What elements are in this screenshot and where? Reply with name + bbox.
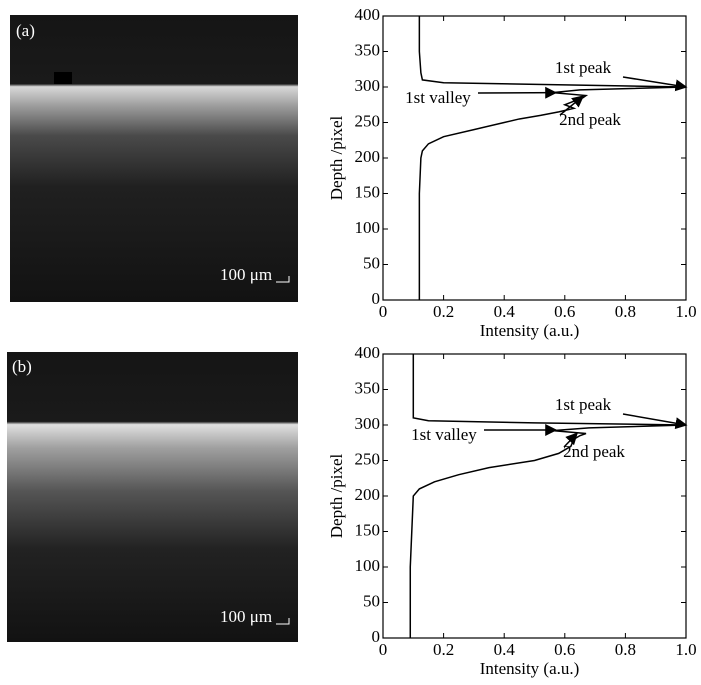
image-b: (b) 100 μm xyxy=(7,352,298,642)
profile-line xyxy=(410,354,686,638)
annotation: 2nd peak xyxy=(559,110,621,129)
y-tick-label: 350 xyxy=(355,378,381,397)
annotation-arrow xyxy=(623,414,686,425)
annotation: 1st peak xyxy=(555,58,612,77)
image-a: (a) 100 μm xyxy=(10,15,298,302)
y-tick-label: 100 xyxy=(355,556,381,575)
x-tick-label: 0.2 xyxy=(433,302,454,321)
y-tick-label: 300 xyxy=(355,414,381,433)
plot-frame xyxy=(383,16,686,300)
x-tick-label: 0 xyxy=(379,302,388,321)
y-tick-label: 400 xyxy=(355,343,381,362)
annotation: 1st peak xyxy=(555,395,612,414)
y-tick-label: 150 xyxy=(355,182,381,201)
x-tick-label: 0.4 xyxy=(494,640,516,659)
panel-label: (a) xyxy=(16,21,35,40)
x-axis-label: Intensity (a.u.) xyxy=(480,321,580,340)
x-tick-label: 0 xyxy=(379,640,388,659)
x-tick-label: 0.8 xyxy=(615,640,636,659)
x-tick-label: 1.0 xyxy=(675,640,696,659)
y-tick-label: 50 xyxy=(363,253,380,272)
x-tick-label: 0.6 xyxy=(554,302,575,321)
y-tick-label: 250 xyxy=(355,449,381,468)
annotation: 1st valley xyxy=(405,88,471,107)
plot-frame xyxy=(383,354,686,638)
x-axis-label: Intensity (a.u.) xyxy=(480,659,580,678)
y-tick-label: 300 xyxy=(355,76,381,95)
x-tick-label: 0.2 xyxy=(433,640,454,659)
y-axis-label: Depth /pixel xyxy=(327,115,346,200)
x-tick-label: 0.8 xyxy=(615,302,636,321)
y-tick-label: 200 xyxy=(355,485,381,504)
y-tick-label: 150 xyxy=(355,520,381,539)
y-tick-label: 100 xyxy=(355,218,381,237)
x-tick-label: 1.0 xyxy=(675,302,696,321)
profile-line xyxy=(419,16,686,300)
y-tick-label: 50 xyxy=(363,591,380,610)
scale-bar-label: 100 μm xyxy=(220,607,272,626)
x-tick-label: 0.4 xyxy=(494,302,516,321)
annotation: 2nd peak xyxy=(563,442,625,461)
scale-bar-label: 100 μm xyxy=(220,265,272,284)
y-tick-label: 250 xyxy=(355,111,381,130)
x-tick-label: 0.6 xyxy=(554,640,575,659)
y-tick-label: 350 xyxy=(355,40,381,59)
panel-label: (b) xyxy=(12,357,32,376)
y-axis-label: Depth /pixel xyxy=(327,453,346,538)
annotation: 1st valley xyxy=(411,425,477,444)
y-tick-label: 400 xyxy=(355,5,381,24)
y-tick-label: 200 xyxy=(355,147,381,166)
